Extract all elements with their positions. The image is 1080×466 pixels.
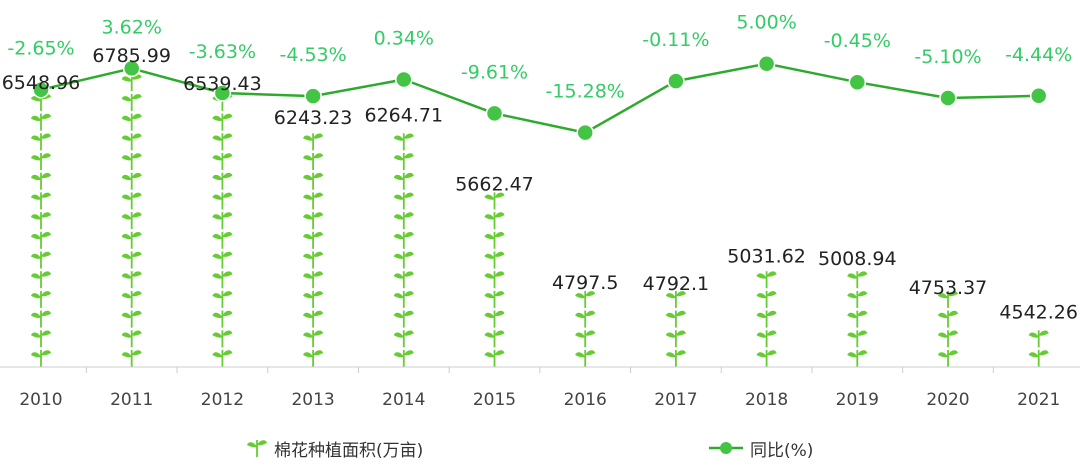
x-tick-label: 2012 — [201, 390, 244, 410]
x-tick-label: 2011 — [110, 390, 153, 410]
x-tick-label: 2021 — [1017, 390, 1060, 410]
legend-label-yoy: 同比(%) — [750, 440, 814, 461]
plant-bar-2021 — [1027, 329, 1050, 368]
yoy-point — [848, 73, 867, 91]
plant-bar-2012 — [211, 93, 234, 368]
plant-bar-2010 — [30, 93, 52, 368]
yoy-label: -3.63% — [189, 41, 256, 63]
x-tick-label: 2016 — [564, 390, 607, 410]
yoy-label: -15.28% — [546, 81, 625, 103]
yoy-point — [122, 59, 141, 78]
yoy-point — [32, 80, 50, 99]
yoy-point — [939, 89, 957, 107]
x-tick-label: 2018 — [745, 390, 788, 410]
area-label: 5031.62 — [727, 245, 806, 267]
x-tick-label: 2013 — [291, 390, 334, 410]
x-tick-label: 2020 — [926, 390, 969, 410]
yoy-label: -0.45% — [824, 30, 891, 52]
plant-bars — [30, 73, 1050, 368]
plant-bar-2018 — [755, 270, 778, 368]
x-tick-label: 2019 — [836, 390, 879, 410]
plant-bar-2014 — [392, 132, 415, 368]
sprout-icon — [247, 440, 267, 457]
x-tick-label: 2017 — [654, 390, 697, 410]
area-label: 6539.43 — [183, 73, 262, 95]
yoy-label: 5.00% — [736, 12, 796, 34]
yoy-line-series — [32, 54, 1048, 142]
area-label: 5008.94 — [818, 248, 897, 270]
yoy-point — [213, 84, 232, 102]
yoy-label: -4.44% — [1005, 44, 1072, 66]
area-label: 6785.99 — [92, 45, 171, 67]
yoy-label: 3.62% — [102, 16, 162, 38]
x-tick-label: 2014 — [382, 390, 425, 410]
yoy-line — [40, 62, 1039, 134]
area-label: 6264.71 — [365, 105, 444, 127]
yoy-label: -0.11% — [642, 29, 709, 51]
legend-item-yoy: 同比(%) — [708, 436, 814, 461]
line-marker-icon — [709, 442, 743, 454]
yoy-label: -2.65% — [7, 38, 74, 60]
x-tick-label: 2015 — [473, 390, 516, 410]
yoy-point — [576, 123, 594, 142]
plant-bar-2016 — [574, 289, 597, 368]
plant-bar-2017 — [665, 289, 687, 368]
yoy-point — [485, 104, 504, 123]
yoy-label: 0.34% — [374, 28, 434, 50]
plant-bar-2011 — [120, 73, 143, 368]
area-label: 5662.47 — [455, 173, 534, 195]
area-label: 6548.96 — [2, 72, 81, 94]
area-label: 4542.26 — [999, 301, 1078, 323]
legend-label-area: 棉花种植面积(万亩) — [274, 440, 424, 461]
plant-bar-2013 — [302, 132, 325, 368]
data-labels: -2.65% 3.62% -3.63% -4.53% 0.34% -9.61% -15.28… — [2, 12, 1078, 324]
yoy-label: -4.53% — [279, 44, 346, 66]
x-tick-label: 2010 — [19, 390, 62, 410]
yoy-point — [667, 72, 685, 90]
area-label: 4792.1 — [643, 273, 709, 295]
yoy-point — [395, 70, 413, 89]
x-axis-ticks: 2010 2011 2012 2013 2014 2015 2016 2017 2018 2019… — [19, 367, 1060, 410]
yoy-label: -9.61% — [461, 61, 528, 83]
plant-bar-2020 — [937, 289, 959, 368]
area-label: 6243.23 — [274, 107, 353, 129]
plant-bar-2019 — [846, 270, 869, 368]
yoy-point — [304, 87, 322, 105]
yoy-point — [757, 54, 776, 73]
area-label: 4753.37 — [909, 277, 988, 299]
yoy-label: -5.10% — [914, 46, 981, 68]
legend-item-area: 棉花种植面积(万亩) — [246, 436, 424, 461]
plant-bar-2015 — [483, 191, 506, 368]
area-label: 4797.5 — [552, 272, 618, 294]
yoy-point — [1029, 87, 1048, 105]
